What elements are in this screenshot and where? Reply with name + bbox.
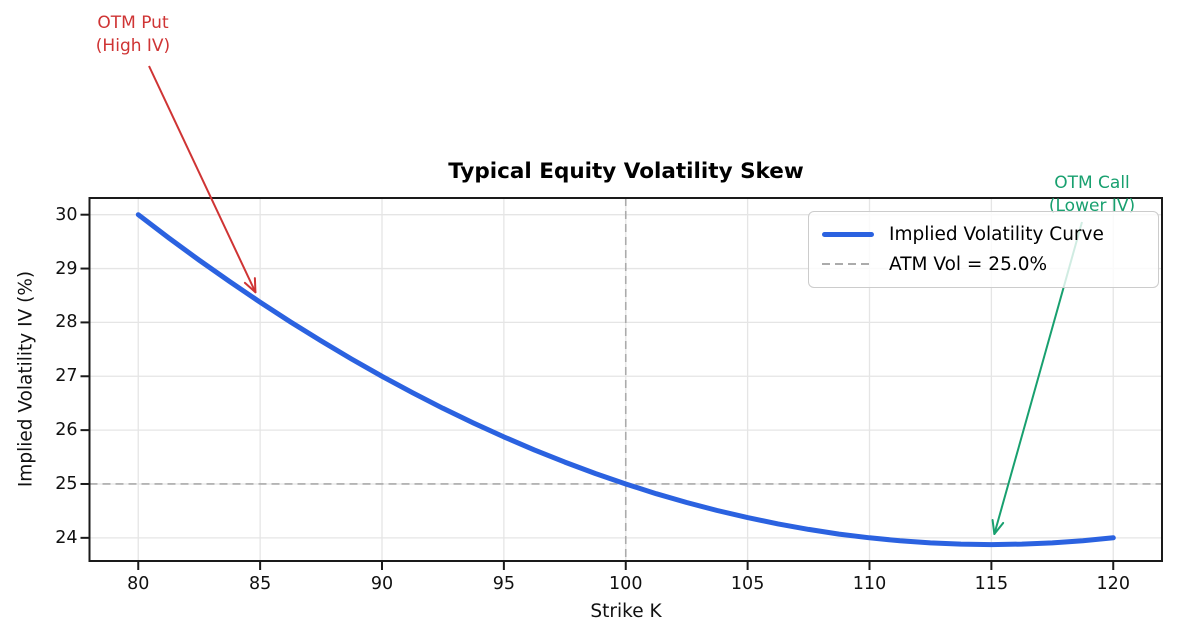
legend-label-iv-curve: Implied Volatility Curve bbox=[889, 224, 1104, 246]
y-tick-label: 30 bbox=[55, 204, 78, 225]
x-tick-label: 80 bbox=[127, 574, 150, 594]
annotation-otm-put: OTM Put (High IV) bbox=[96, 12, 170, 58]
x-tick-label: 90 bbox=[370, 574, 394, 594]
legend-entry-atm-vol: ATM Vol = 25.0% bbox=[822, 254, 1145, 275]
x-tick-label: 120 bbox=[1096, 574, 1130, 594]
legend-line-sample-solid bbox=[822, 232, 874, 238]
legend-entry-iv-curve: Implied Volatility Curve bbox=[822, 224, 1145, 245]
legend-line-sample-dashed bbox=[822, 263, 874, 266]
y-tick-label: 28 bbox=[55, 312, 78, 333]
y-tick-label: 24 bbox=[55, 527, 78, 548]
y-tick-label: 25 bbox=[55, 473, 78, 494]
legend-label-atm-vol: ATM Vol = 25.0% bbox=[889, 253, 1048, 275]
annotation-otm-put-line1: OTM Put bbox=[97, 13, 169, 33]
legend: Implied Volatility Curve ATM Vol = 25.0% bbox=[808, 211, 1159, 288]
x-tick-label: 105 bbox=[730, 574, 765, 594]
annotation-arrowhead bbox=[253, 277, 257, 294]
x-axis-label: Strike K bbox=[590, 601, 662, 622]
annotation-arrowhead bbox=[243, 281, 257, 294]
y-tick-label: 29 bbox=[55, 258, 78, 279]
annotation-arrowhead bbox=[991, 518, 996, 535]
iv-curve-line bbox=[135, 212, 1116, 548]
annotation-arrowhead bbox=[993, 521, 1005, 535]
annotation-otm-put-line2: (High IV) bbox=[95, 36, 171, 56]
x-tick-label: 85 bbox=[248, 574, 272, 594]
chart-title: Typical Equity Volatility Skew bbox=[448, 159, 804, 184]
y-tick-label: 27 bbox=[55, 366, 78, 387]
annotation-otm-call-line1: OTM Call bbox=[1054, 173, 1130, 193]
x-tick-label: 95 bbox=[492, 574, 516, 594]
x-tick-label: 100 bbox=[609, 574, 643, 594]
x-tick-label: 115 bbox=[974, 574, 1009, 594]
y-tick-label: 26 bbox=[55, 420, 78, 441]
annotation-arrow-line bbox=[148, 65, 257, 293]
x-tick-label: 110 bbox=[852, 574, 887, 594]
